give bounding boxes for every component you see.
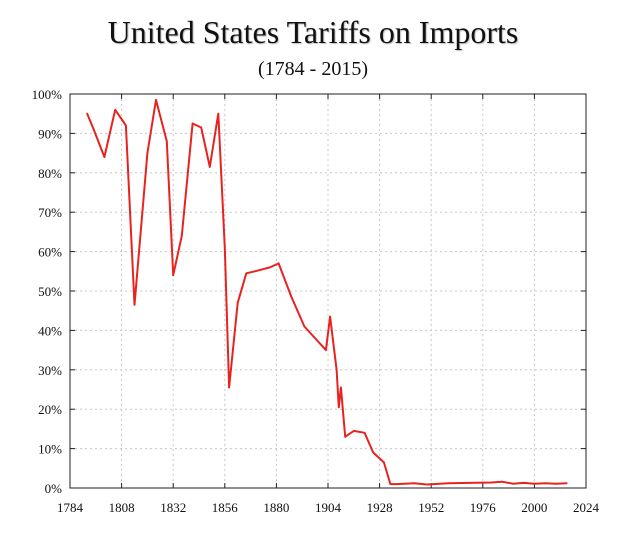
x-tick-label: 2000 xyxy=(521,500,547,515)
data-point xyxy=(191,122,194,125)
data-point xyxy=(223,246,226,249)
y-tick-label: 80% xyxy=(38,166,62,181)
data-point xyxy=(208,166,211,168)
data-point xyxy=(155,99,157,101)
x-tick-label: 1784 xyxy=(57,500,84,515)
y-tick-label: 30% xyxy=(38,363,62,378)
x-tick-label: 1976 xyxy=(470,500,497,515)
data-point xyxy=(335,368,338,371)
x-tick-label: 1904 xyxy=(315,500,342,515)
x-tick-label: 1808 xyxy=(109,500,135,515)
data-point xyxy=(172,274,175,277)
chart-subtitle: (1784 - 2015) xyxy=(258,58,368,80)
y-tick-label: 60% xyxy=(38,245,62,260)
y-tick-label: 100% xyxy=(32,87,63,102)
data-point xyxy=(228,386,231,389)
data-point xyxy=(395,483,398,485)
data-point xyxy=(114,108,117,111)
data-point xyxy=(236,301,239,304)
data-point xyxy=(217,112,220,115)
data-point xyxy=(372,451,375,454)
data-point xyxy=(344,435,347,438)
data-point xyxy=(86,112,89,115)
y-tick-label: 70% xyxy=(38,205,62,220)
y-tick-label: 0% xyxy=(45,481,63,496)
data-point xyxy=(383,461,385,464)
y-tick-label: 40% xyxy=(38,323,62,338)
data-point xyxy=(200,126,203,129)
data-point xyxy=(512,482,514,485)
data-point xyxy=(125,124,127,127)
series-line xyxy=(86,98,567,486)
data-point xyxy=(413,482,415,485)
x-tick-label: 1832 xyxy=(160,500,186,515)
x-tick-label: 1856 xyxy=(212,500,239,515)
y-tick-label: 10% xyxy=(38,442,62,457)
data-point xyxy=(389,483,392,485)
x-tick-label: 1880 xyxy=(263,500,289,515)
data-point xyxy=(522,482,525,484)
data-point xyxy=(290,296,293,298)
data-point xyxy=(447,482,450,485)
chart-title: United States Tariffs on Imports xyxy=(107,14,519,50)
y-tick-label: 50% xyxy=(38,284,62,299)
data-point xyxy=(337,406,340,409)
data-point xyxy=(329,315,331,318)
data-point xyxy=(555,482,557,485)
data-point xyxy=(165,140,168,143)
data-point xyxy=(254,270,256,273)
data-point xyxy=(544,482,546,485)
data-point xyxy=(426,483,428,486)
x-tick-label: 1928 xyxy=(367,500,393,515)
data-point xyxy=(469,482,471,484)
data-point xyxy=(92,128,95,131)
data-point xyxy=(245,272,248,275)
data-point xyxy=(490,481,493,484)
data-point xyxy=(269,266,271,269)
data-point xyxy=(303,325,306,328)
x-tick-label: 2024 xyxy=(573,500,600,515)
data-point xyxy=(146,152,149,155)
data-point xyxy=(352,430,355,432)
data-point xyxy=(180,234,183,237)
data-point xyxy=(133,303,136,306)
data-point xyxy=(277,262,280,265)
y-tick-label: 90% xyxy=(38,126,62,141)
data-point xyxy=(103,156,106,158)
data-point xyxy=(325,349,327,351)
data-point xyxy=(565,482,568,485)
series-marks xyxy=(86,98,568,486)
data-point xyxy=(533,482,536,485)
data-point xyxy=(363,431,366,434)
x-tick-label: 1952 xyxy=(418,500,444,515)
grid-lines xyxy=(70,94,586,488)
data-point xyxy=(340,386,342,389)
axis-ticks: 1784 1808 1832 1856 1880 1904 1928 1952 1976 2000… xyxy=(32,87,600,515)
y-tick-label: 20% xyxy=(38,402,62,417)
data-point xyxy=(501,480,504,483)
